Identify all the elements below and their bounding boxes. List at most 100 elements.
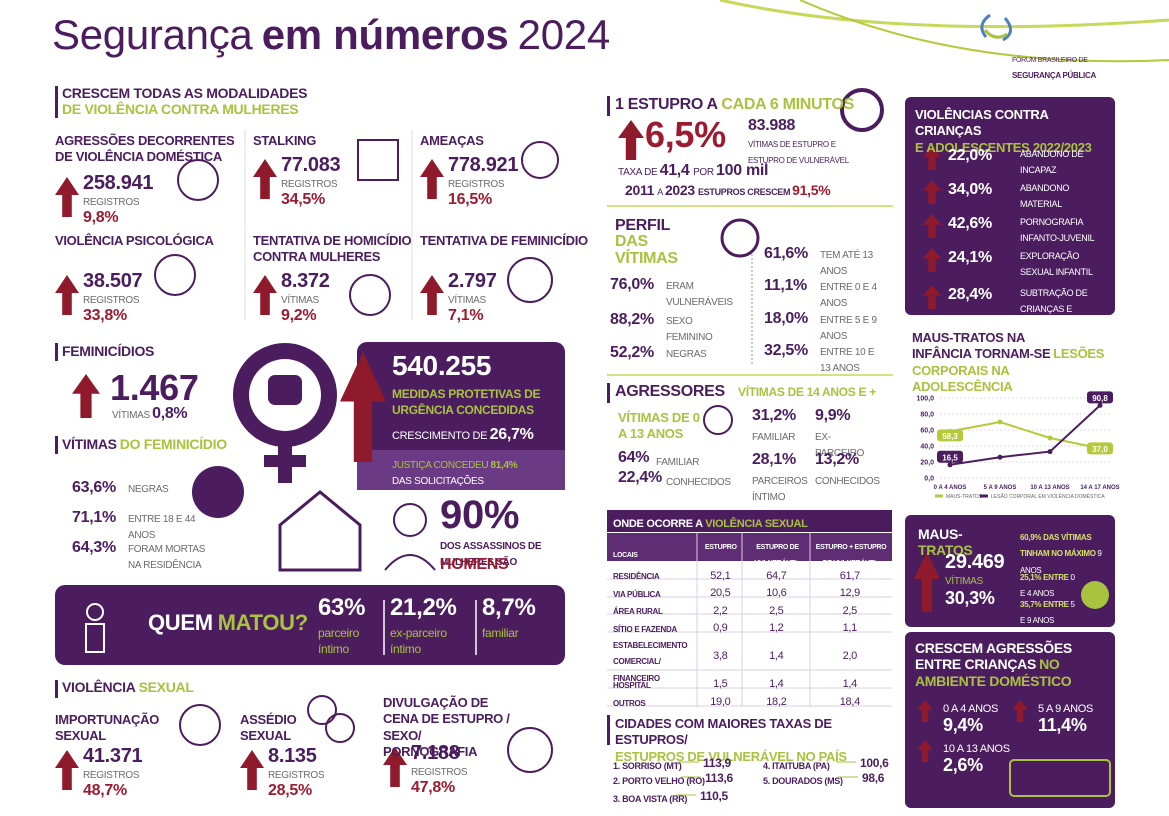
face-icon [154, 254, 196, 296]
text-block: FÓRUM BRASILEIRO DE SEGURANÇA PÚBLICA [1012, 50, 1142, 83]
logo-mark [980, 13, 1012, 42]
text-block: OUTROS [613, 694, 698, 710]
heading-highlight: ESTUPROS DE VULNERÁVEL NO PAÍS [615, 748, 847, 764]
text-block: 61,7 [812, 567, 890, 583]
unit: VÍTIMAS [945, 576, 983, 588]
granted-suffix: DAS SOLICITAÇÕES [392, 476, 484, 488]
text-block: 113,9 [703, 755, 753, 771]
label: ENTRE 10 E 13 ANOS [820, 347, 875, 375]
rate-mid: POR [693, 167, 714, 178]
value: 32,5% [764, 342, 808, 359]
rows: 1,4 [769, 650, 784, 662]
text-block: RESIDÊNCIA [613, 567, 698, 583]
x-tick-label: 10 A 13 ANOS [1030, 485, 1069, 491]
value: 76,0% [610, 276, 654, 293]
female-symbol [264, 455, 306, 467]
label: ERAM VULNERÁVEIS [666, 281, 733, 309]
text-block: 2,2 [700, 602, 743, 618]
text-block: 1 ESTUPRO A CADA 6 MINUTOS [615, 96, 875, 113]
text-block: 38.507 REGISTROS 33,8% [83, 271, 203, 324]
value: 11,1% [764, 277, 807, 294]
heading: 1 ESTUPRO A [615, 96, 718, 113]
growth: 9,2% [281, 306, 317, 324]
columns: LOCAIS [613, 552, 638, 559]
text-block: CIDADES COM MAIORES TAXAS DE ESTUPROS/ES… [615, 716, 900, 765]
label: FAMILIAR [752, 432, 796, 443]
text-block: 28,4% [948, 286, 1013, 303]
value: 28,4% [948, 286, 992, 303]
title: ONDE OCORRE A [613, 518, 703, 530]
text-block: 28,1% [752, 451, 812, 468]
text-block: TENTATIVA DE HOMICÍDIO CONTRA MULHERES [253, 233, 413, 266]
text-block: ERAM VULNERÁVEIS [666, 277, 736, 310]
text-block: 4. ITAITUBA (PA) [763, 757, 883, 773]
arrow-icon [914, 552, 940, 612]
trend-label: ESTUPROS CRESCEM [697, 187, 791, 197]
value: 52,2% [610, 344, 654, 361]
man-icon [393, 503, 427, 537]
text-block: DOS ASSASSINOS DE MULHERES SÃO [440, 537, 560, 570]
label: STALKING [253, 133, 317, 148]
text-block: 98,6 [862, 770, 912, 786]
text-block: ESTABELECIMENTO COMERCIAL/ FINANCEIRO [613, 636, 698, 685]
text-block: 2,5 [745, 602, 810, 618]
text-block: QUEM MATOU? [148, 610, 318, 635]
value-label-box [1087, 442, 1113, 455]
value: 88,2% [610, 311, 654, 328]
unit: VÍTIMAS [281, 295, 319, 307]
value: 42,6% [948, 215, 992, 232]
text-block: 540.255 [392, 351, 562, 381]
text-block: 8.372 VÍTIMAS 9,2% [281, 271, 401, 324]
text-block: 1.467 [110, 369, 260, 407]
criancas-box [905, 97, 1115, 315]
text-block: ENTRE 0 E 4 ANOS [820, 278, 880, 311]
title-highlight: LESÕES CORPORAIS NA ADOLESCÊNCIA [912, 346, 1105, 394]
person-icon [85, 623, 105, 653]
growth: 33,8% [83, 306, 127, 324]
growth-label: CRESCIMENTO DE [392, 430, 488, 442]
text-block: CRESCEM AGRESSÕES ENTRE CRIANÇAS NO AMBIE… [915, 641, 1110, 690]
to-word: A [657, 187, 663, 197]
arrow-icon [55, 750, 79, 790]
x-tick-label: 0 A 4 ANOS [934, 485, 967, 491]
text-block: 258.941 REGISTROS 9,8% [83, 173, 203, 226]
growth: 26,7% [489, 426, 534, 443]
unit: REGISTROS [281, 179, 338, 191]
legend-label: LESÃO CORPORAL EM VIOLÊNCIA DOMÉSTICA [991, 492, 1105, 500]
text-block: 76,0% [610, 276, 670, 293]
point [997, 419, 1003, 425]
text-block: VÍTIMAS 0,8% [112, 405, 262, 422]
rows: 52,1 [710, 569, 731, 582]
value: 90% [440, 493, 520, 537]
label: VÍTIMAS DE 14 ANOS E + [738, 385, 876, 399]
section-bar [607, 383, 610, 403]
value: 63% [318, 594, 366, 621]
text-block: 22,4% [618, 469, 663, 486]
rows: SÍTIO E FAZENDA [613, 624, 677, 634]
label: CONHECIDOS [815, 476, 880, 487]
title-bold: em números [261, 11, 509, 58]
rows: 3,8 [713, 650, 728, 662]
text-block: ABANDONO MATERIAL [1020, 179, 1112, 212]
y-tick-label: 20,0 [920, 460, 934, 467]
name: 5. DOURADOS (MS) [763, 776, 843, 786]
growth: 48,7% [83, 781, 127, 799]
value-label-box [937, 450, 963, 463]
heading-highlight: E ADOLESCENTES 2022/2023 [915, 139, 1092, 155]
title-highlight: TRATOS [918, 542, 973, 559]
text-block: PARCEIROS ÍNTIMO [752, 472, 812, 505]
point [947, 462, 953, 468]
text-block: 25,1% ENTRE 0 E 4 ANOS [1020, 568, 1080, 601]
rows: 2,5 [842, 604, 858, 617]
title-highlight: MATOU? [217, 610, 309, 635]
text-block: 90% [440, 495, 570, 536]
rows: VIA PÚBLICA [613, 589, 661, 599]
label: NEGRAS [128, 484, 169, 495]
text-block: VÍTIMAS DE 0 A 13 ANOS [618, 410, 703, 443]
text-block: 6,5% [645, 116, 745, 154]
text-block: AMEAÇAS [420, 133, 605, 149]
title: QUEM [148, 610, 213, 635]
text-block: VIOLÊNCIAS CONTRA CRIANÇAS E ADOLESCENTES… [915, 107, 1110, 156]
